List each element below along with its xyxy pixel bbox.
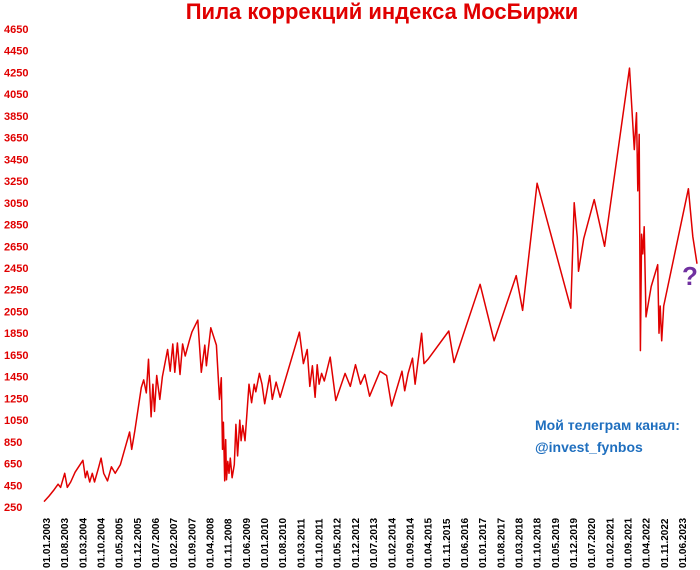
y-tick-label: 450 <box>4 480 22 492</box>
y-tick-label: 250 <box>4 502 22 514</box>
x-tick-label: 01.08.2010 <box>278 518 289 568</box>
y-tick-label: 2250 <box>4 285 28 297</box>
x-tick-label: 01.08.2017 <box>496 518 507 568</box>
y-tick-label: 1650 <box>4 350 28 362</box>
y-tick-label: 1850 <box>4 328 28 340</box>
x-tick-label: 01.02.2021 <box>605 518 616 568</box>
y-tick-label: 3850 <box>4 111 28 123</box>
y-tick-label: 1250 <box>4 393 28 405</box>
x-tick-label: 01.10.2011 <box>315 518 326 568</box>
series-line <box>43 67 698 503</box>
y-tick-label: 1050 <box>4 415 28 427</box>
x-tick-label: 01.07.2006 <box>151 518 162 568</box>
telegram-note: Мой телеграм канал: @invest_fynbos <box>531 412 695 460</box>
y-tick-label: 3450 <box>4 154 28 166</box>
x-tick-label: 01.08.2003 <box>60 518 71 568</box>
y-tick-label: 2450 <box>4 263 28 275</box>
y-tick-label: 2850 <box>4 220 28 232</box>
x-tick-label: 01.10.2018 <box>533 518 544 568</box>
x-tick-label: 01.03.2018 <box>514 518 525 568</box>
x-tick-label: 01.04.2015 <box>424 518 435 568</box>
x-tick-label: 01.09.2007 <box>187 518 198 568</box>
x-tick-label: 01.07.2020 <box>587 518 598 568</box>
question-mark-annotation: ? <box>682 261 698 291</box>
y-tick-label: 1450 <box>4 372 28 384</box>
y-tick-label: 4250 <box>4 67 28 79</box>
telegram-note-line2[interactable]: @invest_fynbos <box>535 439 643 455</box>
y-tick-label: 3050 <box>4 198 28 210</box>
x-tick-label: 01.02.2007 <box>169 518 180 568</box>
x-tick-label: 01.04.2022 <box>642 518 653 568</box>
x-tick-label: 01.05.2012 <box>333 518 344 568</box>
x-tick-label: 01.04.2008 <box>206 518 217 568</box>
x-tick-label: 01.06.2016 <box>460 518 471 568</box>
x-tick-label: 01.12.2005 <box>133 518 144 568</box>
y-tick-label: 2650 <box>4 241 28 253</box>
chart-title: Пила коррекций индекса МосБиржи <box>186 0 579 24</box>
telegram-note-line1: Мой телеграм канал: <box>535 417 680 433</box>
x-tick-label: 01.01.2003 <box>42 518 53 568</box>
y-tick-label: 4450 <box>4 46 28 58</box>
x-tick-label: 01.02.2014 <box>387 518 398 568</box>
x-tick-label: 01.11.2008 <box>224 518 235 568</box>
x-tick-label: 01.10.2004 <box>97 518 108 568</box>
y-tick-label: 650 <box>4 459 22 471</box>
x-axis-ticks: 01.01.2003 01.08.2003 01.03.2004 01.10.2004… <box>42 518 689 568</box>
x-tick-label: 01.03.2011 <box>296 518 307 568</box>
y-tick-label: 3250 <box>4 176 28 188</box>
x-tick-label: 01.11.2015 <box>442 518 453 568</box>
x-tick-label: 01.06.2009 <box>242 518 253 568</box>
x-tick-label: 01.05.2019 <box>551 518 562 568</box>
y-tick-label: 3650 <box>4 133 28 145</box>
x-tick-label: 01.11.2022 <box>660 518 671 568</box>
y-tick-label: 850 <box>4 437 22 449</box>
y-tick-label: 4650 <box>4 24 28 36</box>
x-tick-label: 01.01.2010 <box>260 518 271 568</box>
x-tick-label: 01.05.2005 <box>115 518 126 568</box>
x-tick-label: 01.03.2004 <box>78 518 89 568</box>
x-tick-label: 01.07.2013 <box>369 518 380 568</box>
x-tick-label: 01.01.2017 <box>478 518 489 568</box>
x-tick-label: 01.09.2021 <box>623 518 634 568</box>
x-tick-label: 01.12.2019 <box>569 518 580 568</box>
y-axis-ticks: 250 450 650 850 1050 1250 1450 1650 1850 2050 2250… <box>4 24 28 514</box>
y-tick-label: 2050 <box>4 306 28 318</box>
y-tick-label: 4050 <box>4 89 28 101</box>
x-tick-label: 01.09.2014 <box>405 518 416 568</box>
x-tick-label: 01.06.2023 <box>678 518 689 568</box>
x-tick-label: 01.12.2012 <box>351 518 362 568</box>
